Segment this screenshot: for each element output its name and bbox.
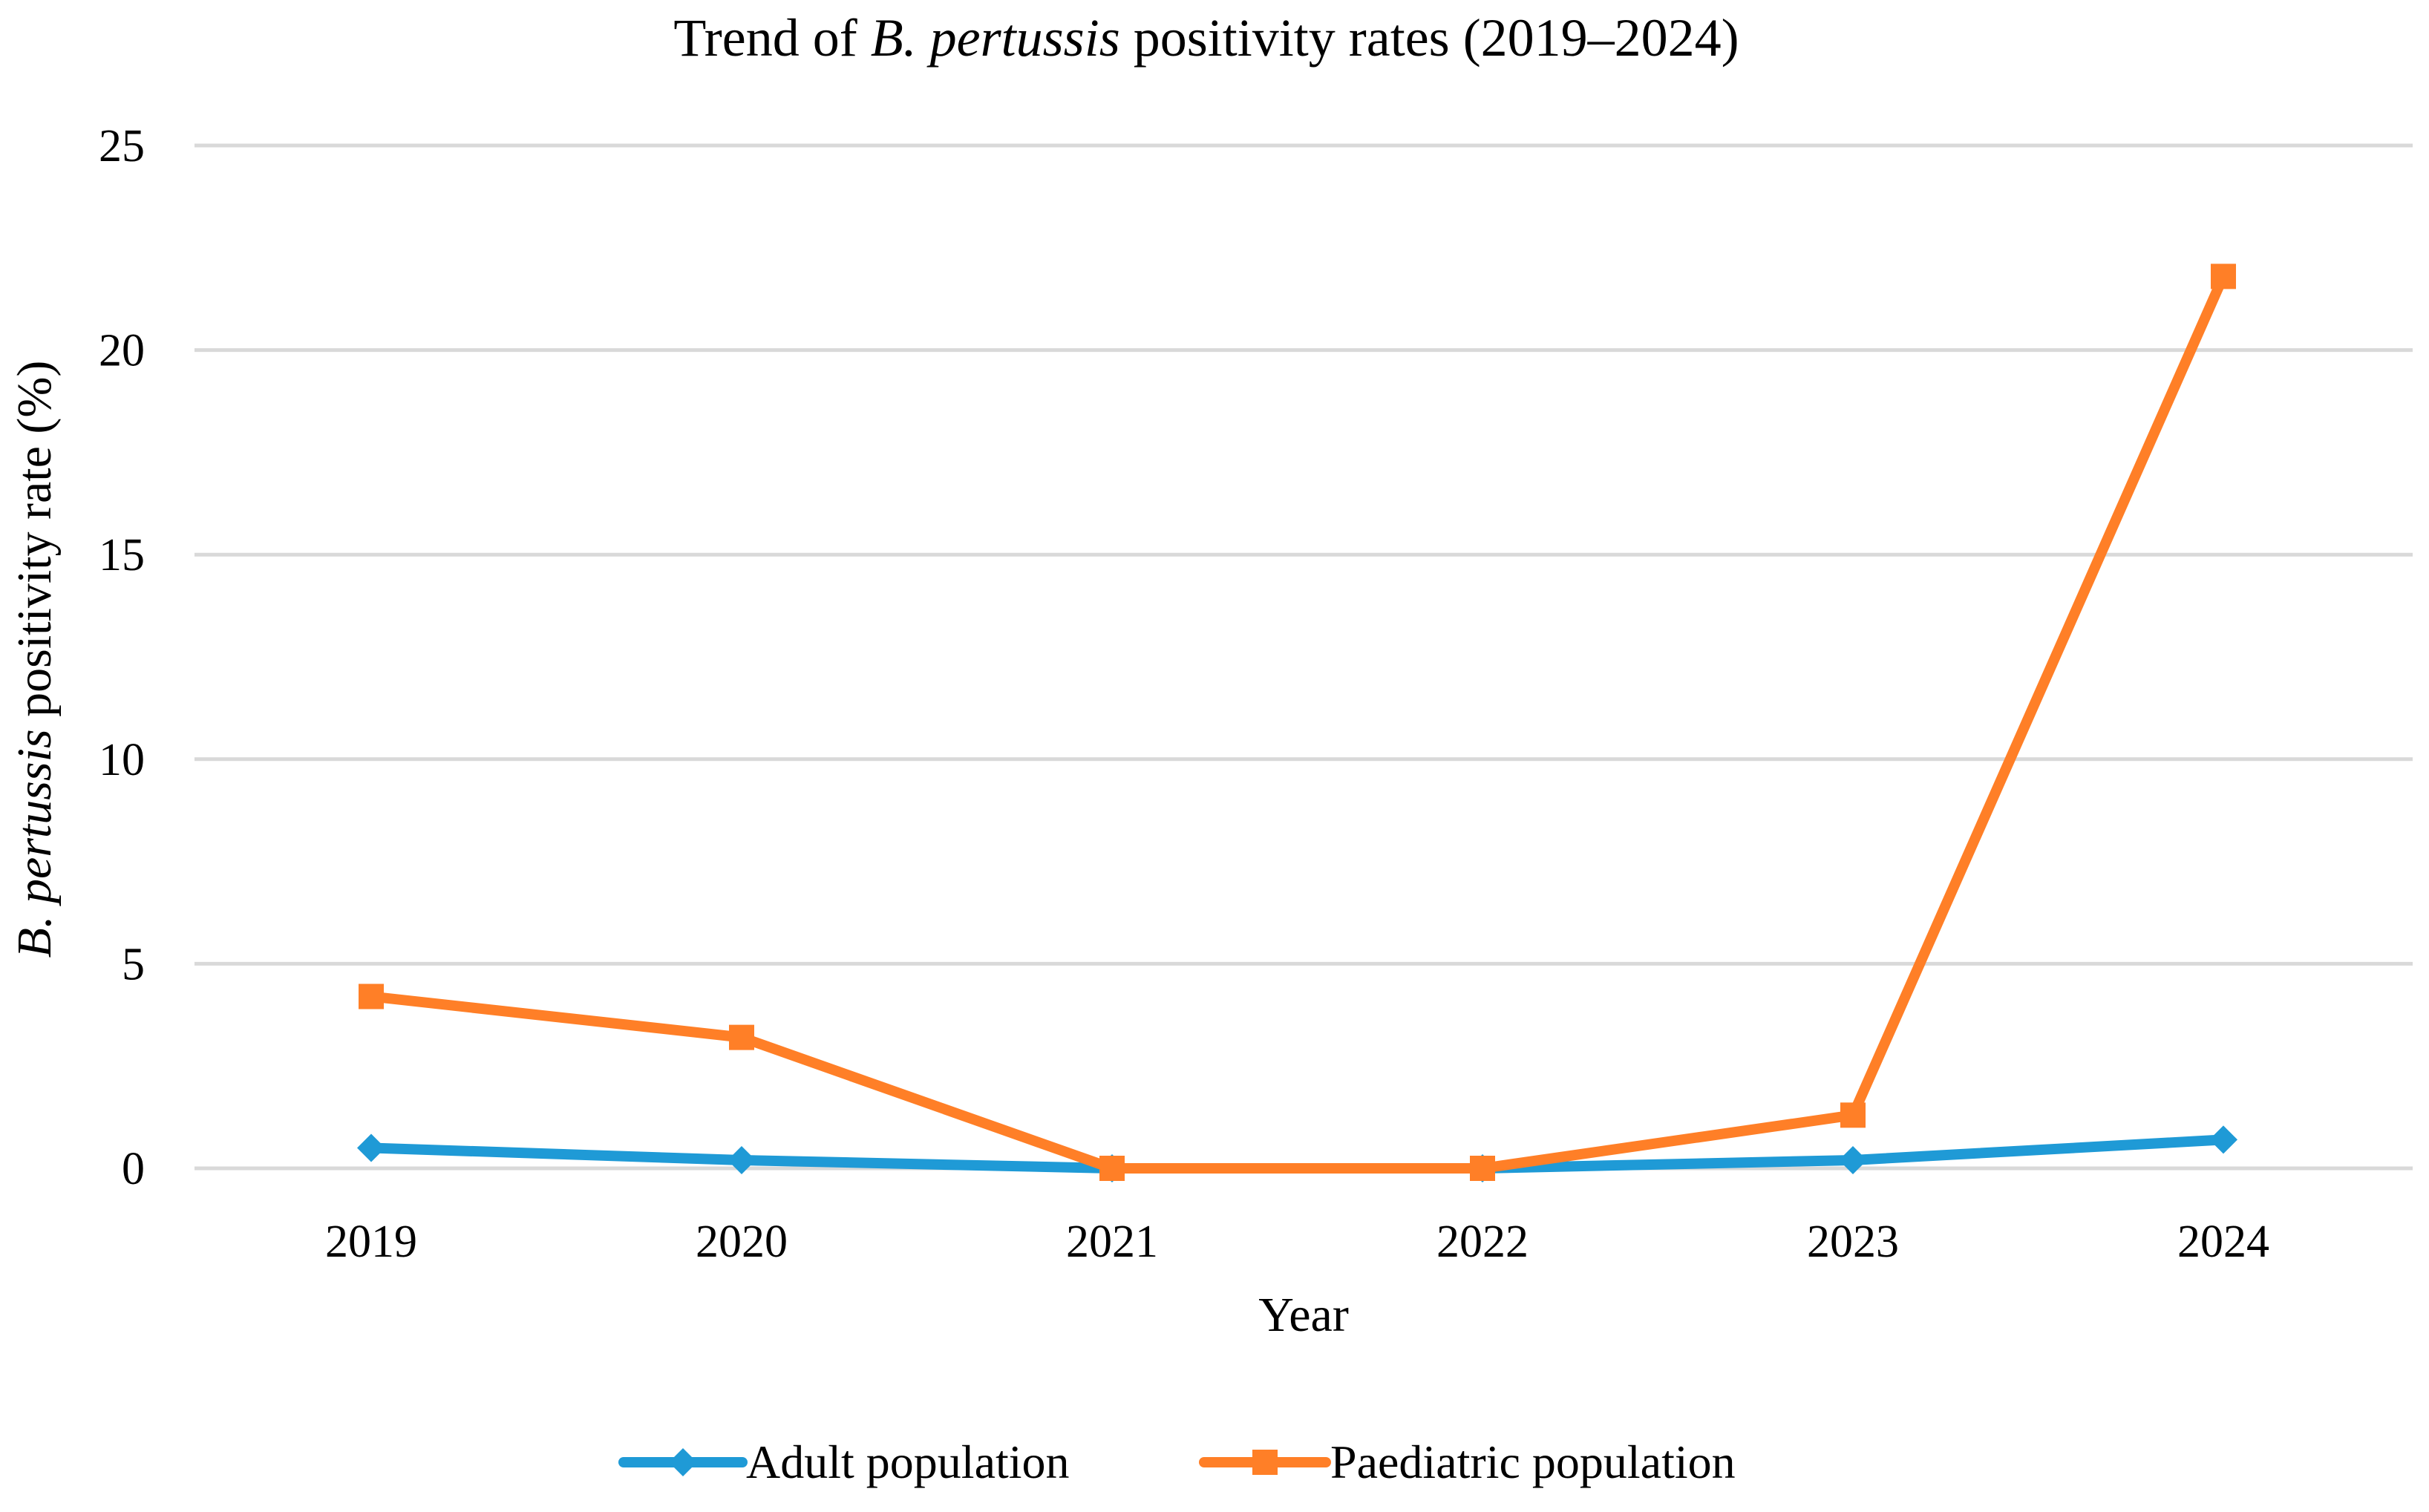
series-line (366, 271, 2229, 1174)
y-axis-title: B. pertussis positivity rate (%) (7, 361, 62, 958)
y-axis-title-suffix: positivity rate (%) (7, 361, 62, 730)
y-tick-label: 25 (99, 121, 145, 171)
y-axis-title-italic: B. pertussis (7, 729, 62, 958)
gridlines (194, 143, 2413, 1171)
x-tick-label: 2024 (2177, 1217, 2269, 1267)
legend-swatch-marker (1252, 1450, 1278, 1475)
data-point[interactable] (728, 1145, 756, 1174)
x-tick-label: 2023 (1807, 1217, 1899, 1267)
data-point[interactable] (357, 1133, 385, 1162)
y-tick-label: 0 (122, 1144, 145, 1194)
x-tick-label: 2021 (1066, 1217, 1158, 1267)
y-axis-ticks: 0 5 10 15 20 25 (99, 121, 145, 1194)
y-tick-label: 5 (122, 939, 145, 989)
series-paediatric (359, 264, 2236, 1181)
y-tick-label: 10 (99, 735, 145, 785)
y-tick-label: 20 (99, 326, 145, 376)
series (357, 264, 2237, 1182)
chart-title: Trend of B. pertussis positivity rates (… (673, 8, 1739, 68)
x-axis-title: Year (1258, 1288, 1349, 1342)
chart-title-italic: B. pertussis (871, 8, 1120, 68)
legend-item-adult[interactable]: Adult population (618, 1436, 1070, 1488)
legend-label: Adult population (746, 1436, 1070, 1488)
x-tick-label: 2020 (696, 1217, 788, 1267)
data-point[interactable] (2211, 264, 2236, 289)
legend-swatch-marker (669, 1448, 697, 1476)
chart-title-prefix: Trend of (673, 8, 870, 68)
data-point[interactable] (1840, 1102, 1866, 1128)
data-point[interactable] (359, 984, 384, 1009)
series-adult (357, 1125, 2237, 1182)
data-point[interactable] (729, 1024, 754, 1050)
x-tick-label: 2022 (1436, 1217, 1529, 1267)
legend[interactable]: Adult population Paediatric population (618, 1436, 1736, 1488)
x-tick-label: 2019 (325, 1217, 417, 1267)
data-point[interactable] (1470, 1156, 1495, 1181)
legend-item-paediatric[interactable]: Paediatric population (1199, 1436, 1736, 1488)
x-axis-ticks: 2019 2020 2021 2022 2023 2024 (325, 1217, 2269, 1267)
legend-label: Paediatric population (1330, 1436, 1736, 1488)
data-point[interactable] (1099, 1156, 1125, 1181)
data-point[interactable] (2209, 1125, 2237, 1154)
data-point[interactable] (1839, 1145, 1867, 1174)
y-tick-label: 15 (99, 530, 145, 580)
chart-title-suffix: positivity rates (2019–2024) (1120, 8, 1739, 68)
